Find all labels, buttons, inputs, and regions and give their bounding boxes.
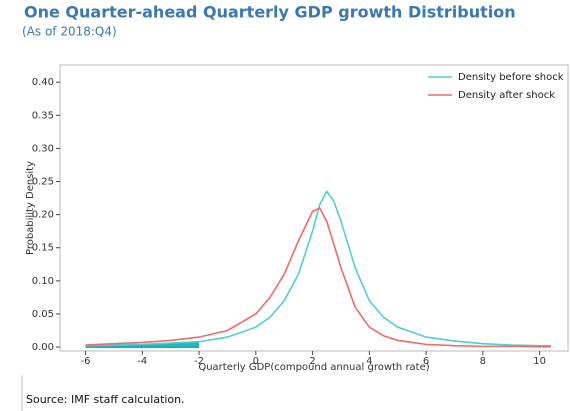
x-tick-label: -4	[137, 356, 147, 367]
x-tick-label: 10	[533, 356, 546, 367]
x-tick-label: 6	[423, 356, 429, 367]
chart-title: One Quarter-ahead Quarterly GDP growth D…	[24, 3, 516, 22]
x-tick-label: 4	[366, 356, 372, 367]
chart-subtitle: (As of 2018:Q4)	[22, 25, 117, 39]
x-tick-label: 2	[309, 356, 315, 367]
y-tick-label: 0.30	[32, 143, 54, 154]
source-note: Source: IMF staff calculation.	[26, 393, 185, 406]
y-tick-label: 0.10	[32, 276, 54, 287]
x-tick-label: 8	[480, 356, 486, 367]
density-line	[85, 206, 551, 348]
x-axis-label: Quarterly GDP(compound annual growth rat…	[198, 362, 429, 373]
y-tick-label: 0.00	[32, 342, 54, 353]
density-line	[85, 189, 551, 347]
x-tick-label: -6	[81, 356, 91, 367]
x-tick-label: 0	[253, 356, 259, 367]
legend-label: Density after shock	[458, 90, 555, 101]
x-tick-label: -2	[194, 356, 204, 367]
y-tick-label: 0.20	[32, 210, 54, 221]
legend-label: Density before shock	[458, 72, 564, 83]
y-tick-label: 0.05	[32, 309, 54, 320]
y-tick-label: 0.15	[32, 243, 54, 254]
y-tick-label: 0.40	[32, 77, 54, 88]
plot-frame	[59, 64, 569, 352]
y-tick-label: 0.35	[32, 110, 54, 121]
y-axis-label: Probability Density	[25, 161, 36, 255]
y-tick-label: 0.25	[32, 177, 54, 188]
